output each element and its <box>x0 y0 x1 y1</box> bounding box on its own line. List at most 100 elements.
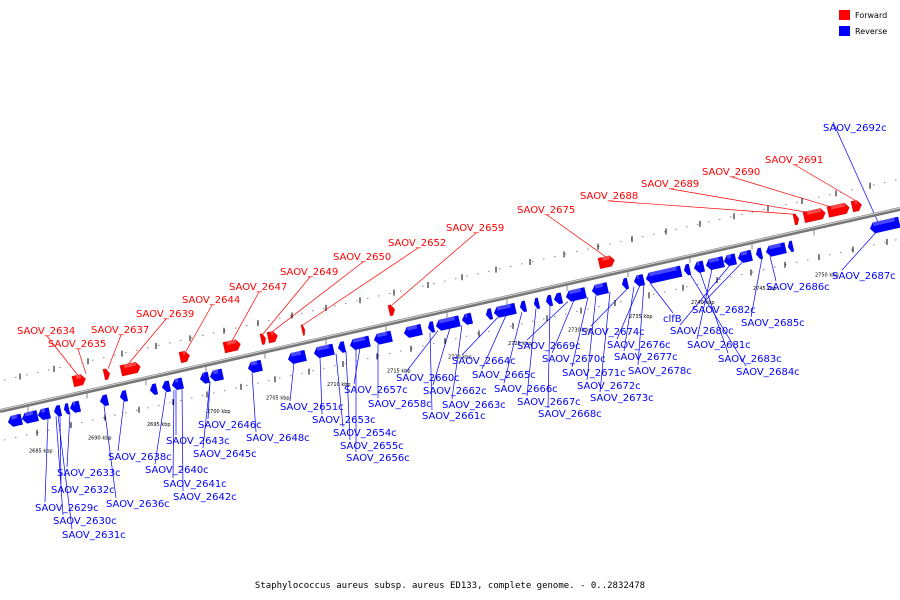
reverse-gene-shine <box>464 313 468 318</box>
forward-gene-shine <box>75 374 82 379</box>
forward-gene-label-leader <box>231 291 260 342</box>
forward-gene-label-leader <box>546 214 607 258</box>
reverse-gene-shine <box>708 257 720 263</box>
reverse-gene-label-leader <box>590 287 629 327</box>
reverse-gene-body <box>313 343 335 359</box>
forward-gene-label-leader <box>731 176 831 208</box>
forward-gene-body <box>102 368 111 381</box>
forward-gene-body <box>792 213 800 226</box>
reverse-gene <box>119 389 129 402</box>
forward-gene-label: SAOV_2639 <box>136 309 194 320</box>
reverse-gene-body <box>633 273 646 287</box>
reverse-gene-label: SAOV_2638c <box>108 452 172 463</box>
reverse-gene-label: SAOV_2692c <box>823 123 887 134</box>
reverse-gene <box>693 260 706 273</box>
forward-gene-body <box>826 202 850 218</box>
reverse-gene-body <box>765 242 787 257</box>
forward-gene <box>222 339 241 354</box>
forward-gene <box>597 255 615 270</box>
reverse-gene-shine <box>726 254 732 259</box>
reverse-gene-label-leader <box>57 415 73 530</box>
reverse-gene-label: SAOV_2629c <box>35 503 99 514</box>
reverse-gene-label: SAOV_2632c <box>51 485 115 496</box>
forward-gene-shine <box>854 200 858 205</box>
forward-gene-label: SAOV_2644 <box>182 295 240 306</box>
reverse-gene-body <box>69 400 82 413</box>
reverse-gene <box>349 335 371 351</box>
forward-gene <box>387 304 396 317</box>
reverse-gene <box>755 247 764 260</box>
reverse-gene-label: SAOV_2653c <box>312 415 376 426</box>
reverse-gene-label: SAOV_2655c <box>340 441 404 452</box>
forward-gene <box>802 208 826 224</box>
reverse-gene-shine <box>250 360 258 366</box>
reverse-gene <box>545 294 554 307</box>
forward-gene-body <box>222 339 241 354</box>
reverse-gene <box>787 240 795 253</box>
forward-gene-body <box>178 350 190 364</box>
reverse-gene <box>37 407 52 421</box>
reverse-gene-label: SAOV_2681c <box>687 340 751 351</box>
forward-gene-label-leader <box>262 276 311 335</box>
reverse-gene-label: SAOV_2642c <box>173 492 237 503</box>
scale-tick-label: 2695 kbp <box>147 422 171 428</box>
reverse-gene-label-leader <box>750 257 763 318</box>
reverse-gene-label-leader <box>44 418 49 503</box>
reverse-gene <box>621 277 630 290</box>
reverse-gene <box>99 394 110 407</box>
reverse-gene-shine <box>568 288 582 295</box>
scale-ticks: 2685 kbp 2690 kbp 2695 kbp 2700 kbp 2705 kbp… <box>27 230 839 455</box>
reverse-gene-label: SAOV_2678c <box>628 366 692 377</box>
reverse-gene <box>21 409 40 424</box>
backbone-line <box>0 207 900 413</box>
reverse-gene-body <box>461 312 474 326</box>
forward-gene <box>826 202 850 218</box>
reverse-gene-shine <box>202 372 205 377</box>
forward-gene-label: SAOV_2688 <box>580 191 638 202</box>
reverse-gene-label: SAOV_2666c <box>494 384 558 395</box>
reverse-gene-label: SAOV_2654c <box>333 428 397 439</box>
reverse-gene-label: SAOV_2662c <box>423 386 487 397</box>
reverse-gene-label: SAOV_2661c <box>422 411 486 422</box>
forward-gene-label: SAOV_2691 <box>765 155 823 166</box>
forward-gene-body <box>850 199 862 213</box>
reverse-gene-label: SAOV_2657c <box>344 385 408 396</box>
reverse-gene-body <box>373 330 394 345</box>
forward-gene-label-leader <box>77 348 87 374</box>
legend-forward-label: Forward <box>855 11 887 20</box>
reverse-gene-label-leader <box>103 405 117 499</box>
reverse-gene-body <box>199 371 211 384</box>
reverse-gene <box>7 413 24 427</box>
reverse-gene-label-leader <box>481 315 507 370</box>
forward-gene <box>792 213 800 226</box>
forward-gene-label: SAOV_2649 <box>280 267 338 278</box>
reverse-gene-label: SAOV_2631c <box>62 530 126 541</box>
reverse-gene-label-leader <box>345 351 351 441</box>
reverse-gene-label-leader <box>679 264 731 326</box>
reverse-gene-body <box>427 321 436 333</box>
forward-gene-label-leader <box>107 334 122 369</box>
gene-features <box>7 199 900 427</box>
reverse-gene <box>161 380 172 393</box>
forward-gene-label-leader <box>185 304 213 352</box>
reverse-gene-label: SAOV_2668c <box>538 409 602 420</box>
reverse-gene-label-leader <box>841 232 877 271</box>
reverse-gene-label: SAOV_2677c <box>614 352 678 363</box>
reverse-gene-label: SAOV_2640c <box>145 465 209 476</box>
forward-gene-body <box>597 255 615 270</box>
genome-caption: Staphylococcus aureus subsp. aureus ED13… <box>255 581 645 591</box>
reverse-gene-label: SAOV_2669c <box>517 341 581 352</box>
forward-gene-label-leader <box>391 232 477 306</box>
reverse-gene <box>519 300 528 313</box>
reverse-gene-body <box>787 240 795 253</box>
scale-tick-label: 2685 kbp <box>29 449 53 455</box>
reverse-gene-label: SAOV_2673c <box>590 393 654 404</box>
legend-reverse-swatch <box>839 26 850 36</box>
reverse-gene <box>869 216 900 234</box>
reverse-gene <box>737 249 754 264</box>
reverse-gene-body <box>519 300 528 313</box>
scale-tick-label: 2745 kbp <box>753 286 777 292</box>
reverse-gene <box>723 253 738 267</box>
reverse-gene-shine <box>406 324 418 331</box>
